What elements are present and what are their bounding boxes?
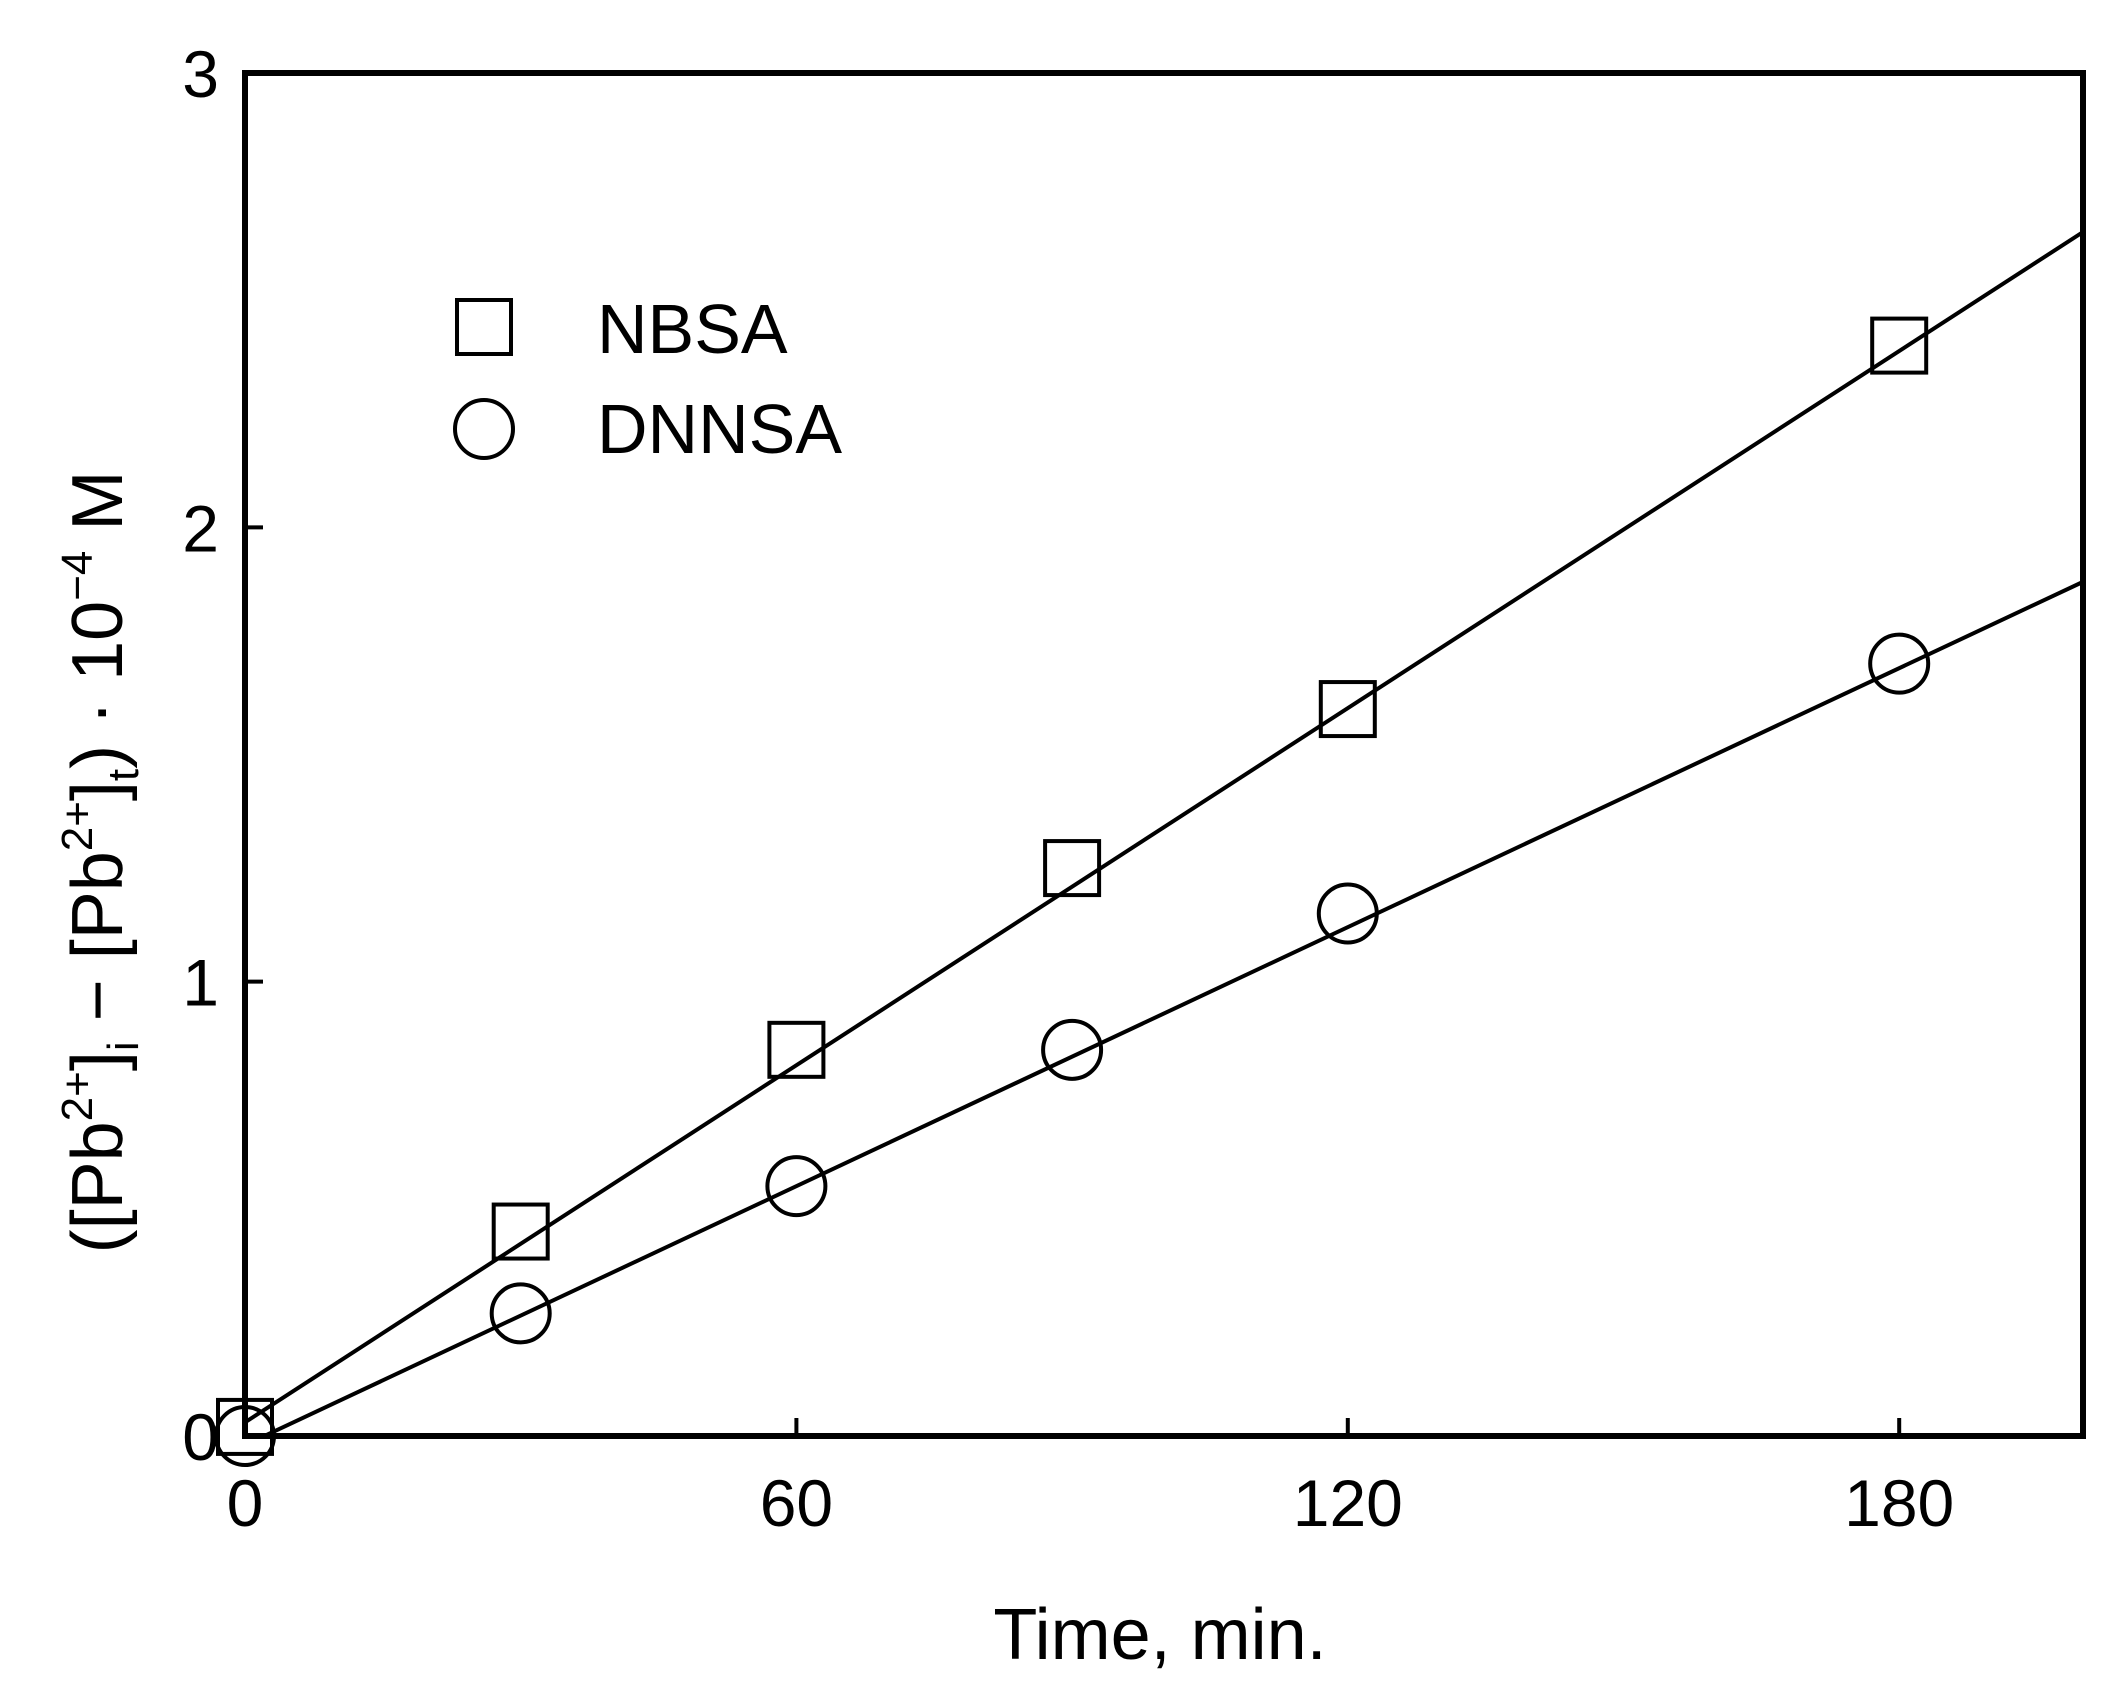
y-tick-label-1: 1 xyxy=(182,946,219,1020)
y-tick-label-3: 3 xyxy=(182,37,219,111)
point-dnnsa-2 xyxy=(765,1155,828,1218)
point-dnnsa-5 xyxy=(1868,632,1931,695)
point-nbsa-2 xyxy=(767,1020,826,1079)
x-tick-label-120: 120 xyxy=(1293,1466,1403,1540)
y-axis-title: ([Pb2+]i − [Pb2+]t) · 10−4 M xyxy=(53,471,148,1254)
x-tick-label-0: 0 xyxy=(227,1466,264,1540)
legend: NBSA DNNSA xyxy=(453,290,842,468)
fit-line-nbsa xyxy=(245,230,2083,1425)
y-tick-label-0: 0 xyxy=(182,1400,219,1474)
axes: 0 60 120 180 0 1 2 3 xyxy=(182,37,2086,1540)
point-dnnsa-3 xyxy=(1041,1018,1104,1081)
point-nbsa-3 xyxy=(1043,839,1102,898)
point-nbsa-4 xyxy=(1318,680,1377,739)
x-tick-label-60: 60 xyxy=(760,1466,833,1540)
legend-marker-dnnsa xyxy=(453,398,515,460)
point-dnnsa-4 xyxy=(1316,882,1379,945)
x-tick-label-180: 180 xyxy=(1844,1466,1954,1540)
x-axis-title: Time, min. xyxy=(993,1595,1326,1675)
point-nbsa-5 xyxy=(1870,316,1929,375)
legend-label-nbsa: NBSA xyxy=(597,290,788,368)
point-dnnsa-1 xyxy=(489,1282,552,1345)
plot-frame xyxy=(242,70,2086,1439)
y-tick-label-2: 2 xyxy=(182,491,219,565)
plot-area xyxy=(214,230,2083,1467)
point-nbsa-1 xyxy=(491,1202,550,1261)
fit-line-dnnsa xyxy=(259,580,2083,1436)
legend-label-dnnsa: DNNSA xyxy=(597,390,842,468)
legend-marker-nbsa xyxy=(455,298,513,356)
